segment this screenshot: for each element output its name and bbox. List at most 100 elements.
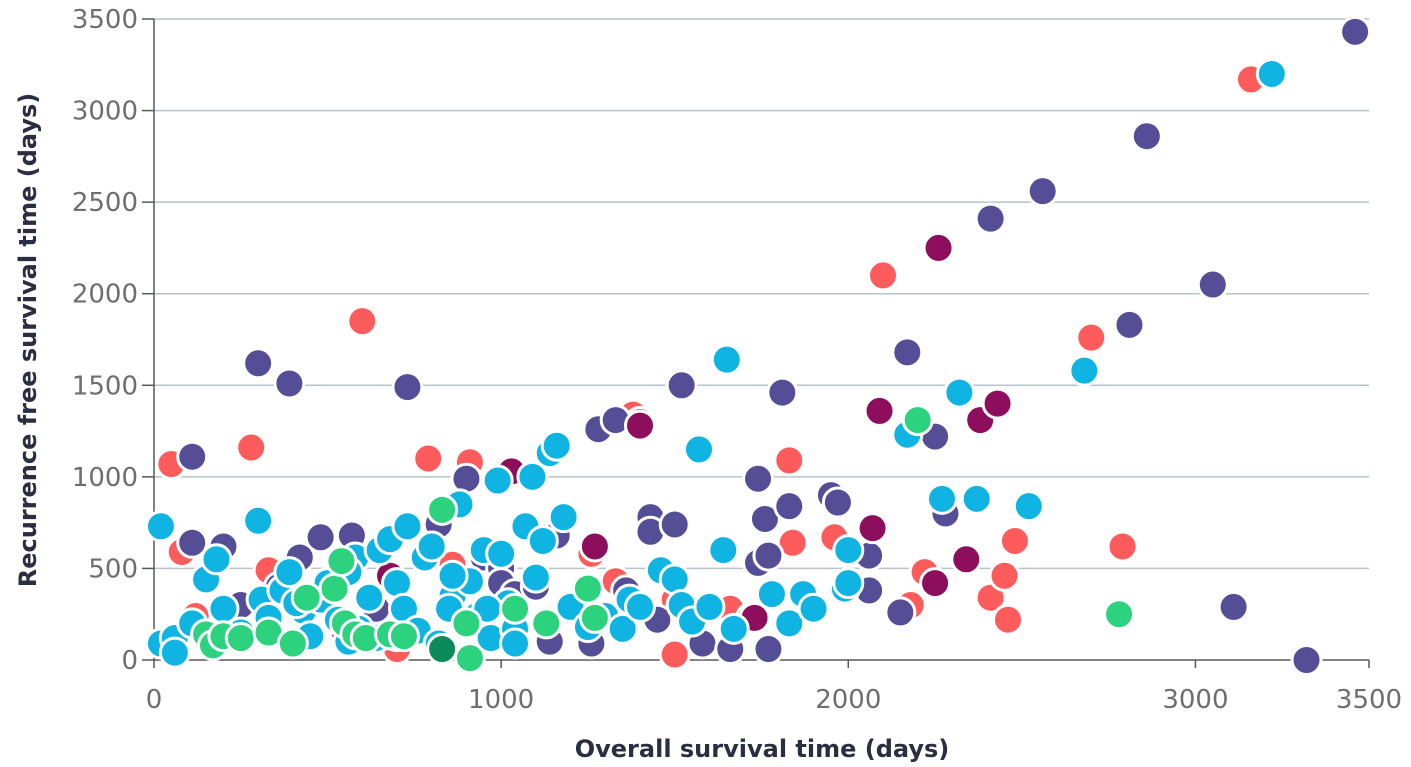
data-point: [391, 371, 424, 404]
data-point: [1255, 57, 1288, 90]
data-point: [922, 231, 955, 264]
data-point: [1103, 598, 1136, 631]
data-point: [1130, 120, 1163, 153]
data-point: [242, 347, 275, 380]
data-point: [519, 561, 552, 594]
data-point: [1113, 308, 1146, 341]
data-point: [1026, 175, 1059, 208]
data-point: [832, 534, 865, 567]
data-point: [926, 482, 959, 515]
grid-lines: [154, 18, 1369, 570]
data-point: [707, 534, 740, 567]
x-tick-label: 2000: [815, 685, 881, 715]
data-point: [516, 460, 549, 493]
data-point: [658, 638, 691, 671]
data-point: [717, 612, 750, 645]
data-point: [742, 462, 775, 495]
data-point: [773, 607, 806, 640]
data-point: [856, 512, 889, 545]
data-point: [235, 431, 268, 464]
data-point: [624, 590, 656, 623]
y-tick-label: 2000: [72, 280, 138, 310]
data-point: [453, 642, 486, 675]
data-point: [832, 567, 865, 600]
data-point: [1012, 490, 1045, 523]
data-point: [276, 627, 309, 660]
data-point: [891, 336, 924, 369]
data-point: [693, 590, 726, 623]
data-point: [1075, 321, 1108, 354]
data-point: [578, 530, 611, 563]
y-axis-title: Recurrence free survival time (days): [14, 93, 42, 588]
data-point: [485, 537, 518, 570]
data-point: [540, 429, 573, 462]
data-point: [974, 202, 1007, 235]
x-tick-label: 1000: [468, 685, 534, 715]
data-point: [391, 510, 424, 543]
data-point: [499, 627, 532, 660]
data-point: [450, 607, 483, 640]
y-tick-label: 1500: [72, 371, 138, 401]
data-point: [863, 394, 896, 427]
data-point: [821, 486, 854, 519]
data-point: [1068, 354, 1101, 387]
data-point: [426, 633, 459, 666]
data-point: [273, 367, 306, 400]
data-point: [224, 622, 257, 655]
y-tick-label: 3500: [72, 5, 138, 35]
data-point: [752, 539, 785, 572]
y-tick-label: 2500: [72, 188, 138, 218]
data-point: [325, 545, 358, 578]
data-point: [304, 521, 337, 554]
data-point: [867, 259, 899, 292]
data-point: [797, 592, 830, 625]
data-point: [1217, 590, 1250, 623]
data-point: [710, 343, 743, 376]
data-point: [1196, 268, 1229, 301]
data-point: [200, 543, 233, 576]
y-tick-label: 0: [121, 646, 138, 676]
data-point: [530, 607, 563, 640]
x-tick-label: 3000: [1162, 685, 1228, 715]
data-point: [499, 592, 532, 625]
data-point: [755, 578, 788, 611]
y-tick-label: 500: [88, 554, 138, 584]
data-point: [290, 581, 323, 614]
data-point: [665, 369, 698, 402]
data-point: [960, 482, 993, 515]
data-point: [943, 376, 976, 409]
data-point: [412, 442, 445, 475]
data-point: [624, 409, 656, 442]
data-point: [426, 493, 459, 526]
data-point: [950, 543, 983, 576]
data-point: [776, 526, 809, 559]
data-point: [526, 524, 559, 557]
x-axis-title: Overall survival time (days): [575, 735, 950, 763]
data-point: [919, 567, 952, 600]
data-point: [981, 387, 1014, 420]
y-tick-label: 1000: [72, 463, 138, 493]
data-point: [176, 440, 209, 473]
data-point: [547, 501, 580, 534]
y-axis-tick-labels: 0 500 1000 1500 2000 2500 3000 3500: [72, 5, 138, 676]
data-point: [658, 508, 691, 541]
data-point: [773, 444, 806, 477]
data-point: [998, 524, 1031, 557]
data-point: [683, 433, 716, 466]
data-point: [353, 581, 386, 614]
data-point: [606, 612, 639, 645]
data-point: [436, 559, 469, 592]
data-point: [242, 504, 275, 537]
data-point: [884, 596, 917, 629]
data-point: [988, 559, 1021, 592]
data-point: [752, 633, 785, 666]
x-tick-label: 3500: [1336, 685, 1402, 715]
data-point: [1106, 530, 1139, 563]
data-point: [346, 305, 379, 338]
data-point: [176, 526, 209, 559]
data-point: [773, 490, 806, 523]
data-point: [158, 636, 191, 669]
data-point: [748, 502, 781, 535]
data-point: [578, 601, 611, 634]
